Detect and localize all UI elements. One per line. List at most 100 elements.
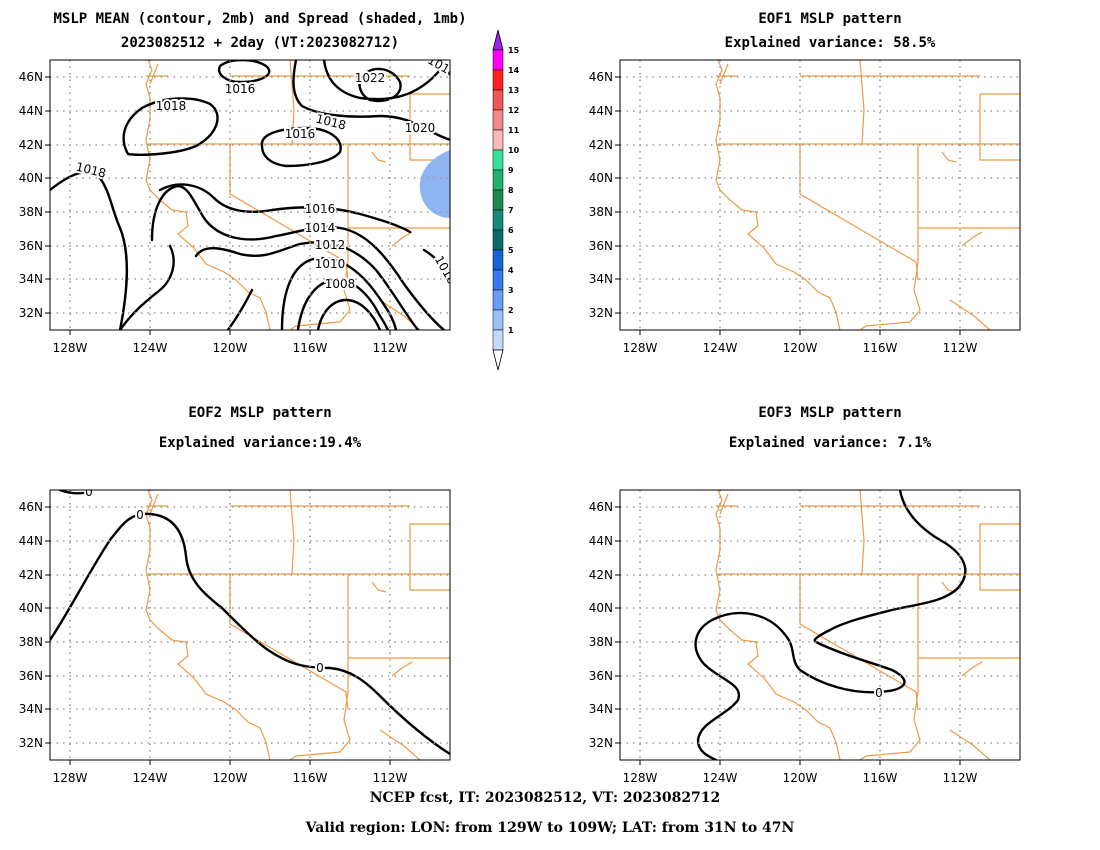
panel-3-title: EOF2 MSLP pattern bbox=[188, 405, 331, 421]
gridlines-2 bbox=[620, 60, 1020, 330]
lon-tick-label: 120W bbox=[783, 341, 818, 355]
contour-label: 1016 bbox=[285, 127, 316, 141]
lon-tick-label: 112W bbox=[373, 771, 408, 785]
lat-tick-label: 42N bbox=[589, 138, 613, 152]
lon-tick-label: 120W bbox=[783, 771, 818, 785]
gridlines-3 bbox=[50, 490, 450, 760]
lat-tick-label: 44N bbox=[19, 104, 43, 118]
lat-tick-label: 40N bbox=[589, 601, 613, 615]
lon-tick-label: 128W bbox=[623, 341, 658, 355]
lat-tick-label: 40N bbox=[589, 171, 613, 185]
lon-tick-label: 124W bbox=[703, 341, 738, 355]
colorbar-swatch bbox=[492, 229, 504, 251]
panel-1-title: MSLP MEAN (contour, 2mb) and Spread (sha… bbox=[53, 11, 466, 27]
colorbar-swatch bbox=[492, 309, 504, 331]
contour-label: 1018 bbox=[156, 99, 187, 113]
colorbar-swatch bbox=[492, 69, 504, 91]
colorbar-swatch bbox=[492, 149, 504, 171]
lat-tick-label: 46N bbox=[19, 70, 43, 84]
colorbar-swatch bbox=[492, 269, 504, 291]
gridlines-4 bbox=[620, 490, 1020, 760]
panel-4: EOF3 MSLP pattern Explained variance: 7.… bbox=[619, 405, 1021, 761]
contour-label: 1020 bbox=[405, 121, 436, 135]
axis-labels: 46N 44N 42N 40N 38N 36N 34N 32N 128W 124W 120W 116W… bbox=[19, 70, 978, 785]
lon-tick-label: 112W bbox=[373, 341, 408, 355]
lat-tick-label: 34N bbox=[589, 702, 613, 716]
footer-valid-region: Valid region: LON: from 129W to 109W; LA… bbox=[305, 820, 795, 836]
lon-tick-label: 124W bbox=[703, 771, 738, 785]
contour-label: 1014 bbox=[305, 221, 336, 235]
lat-tick-label: 36N bbox=[589, 669, 613, 683]
panel-4-subtitle: Explained variance: 7.1% bbox=[729, 435, 932, 451]
contour-label: 0 bbox=[136, 508, 144, 522]
lon-tick-label: 124W bbox=[133, 771, 168, 785]
colorbar-swatch bbox=[492, 129, 504, 151]
map-frame-2 bbox=[619, 59, 1021, 331]
lat-tick-label: 34N bbox=[19, 702, 43, 716]
contour-label: 1016 bbox=[432, 253, 459, 286]
lon-tick-label: 128W bbox=[53, 341, 88, 355]
colorbar-swatch bbox=[492, 189, 504, 211]
lat-tick-label: 44N bbox=[589, 104, 613, 118]
lon-tick-label: 124W bbox=[133, 341, 168, 355]
eof2-labels: 0 0 0 bbox=[83, 485, 326, 677]
lat-tick-label: 32N bbox=[19, 306, 43, 320]
colorbar-label: 9 bbox=[508, 166, 514, 175]
eof2-contours bbox=[50, 490, 450, 756]
colorbar-swatch bbox=[492, 169, 504, 191]
map-outline-4 bbox=[715, 490, 1020, 760]
lat-tick-label: 38N bbox=[19, 635, 43, 649]
lat-tick-label: 46N bbox=[589, 70, 613, 84]
colorbar-swatch bbox=[492, 249, 504, 271]
colorbar-label: 7 bbox=[508, 206, 514, 215]
lat-tick-label: 32N bbox=[19, 736, 43, 750]
lat-tick-label: 42N bbox=[19, 138, 43, 152]
map-frame-4 bbox=[619, 489, 1021, 761]
colorbar-swatch bbox=[492, 109, 504, 131]
colorbar-label: 3 bbox=[508, 286, 514, 295]
contour-label: 1016 bbox=[225, 82, 256, 96]
map-frame-3 bbox=[49, 489, 451, 761]
colorbar-label: 5 bbox=[508, 246, 514, 255]
contour-label: 1022 bbox=[355, 71, 386, 85]
contour-label: 0 bbox=[316, 661, 324, 675]
colorbar-label: 15 bbox=[508, 46, 520, 55]
lon-tick-label: 116W bbox=[293, 771, 328, 785]
lat-tick-label: 38N bbox=[589, 205, 613, 219]
contour-label: 0 bbox=[85, 485, 93, 499]
colorbar-label: 10 bbox=[508, 146, 520, 155]
spread-shading bbox=[419, 150, 450, 218]
colorbar-swatch bbox=[492, 289, 504, 311]
contour-label: 0 bbox=[875, 686, 883, 700]
colorbar-label: 13 bbox=[508, 86, 519, 95]
lat-tick-label: 40N bbox=[19, 601, 43, 615]
colorbar-label: 14 bbox=[508, 66, 520, 75]
mslp-contours bbox=[50, 60, 450, 330]
panel-3-subtitle: Explained variance:19.4% bbox=[159, 435, 362, 451]
colorbar-label: 6 bbox=[508, 226, 514, 235]
map-outline-3 bbox=[145, 490, 450, 760]
colorbar-swatch bbox=[492, 49, 504, 71]
panel-4-title: EOF3 MSLP pattern bbox=[758, 405, 901, 421]
lat-tick-label: 38N bbox=[19, 205, 43, 219]
lat-tick-label: 32N bbox=[589, 736, 613, 750]
colorbar-label: 4 bbox=[508, 266, 514, 275]
lon-tick-label: 120W bbox=[213, 341, 248, 355]
lat-tick-label: 36N bbox=[589, 239, 613, 253]
lat-tick-label: 44N bbox=[589, 534, 613, 548]
colorbar-swatch bbox=[492, 329, 504, 351]
colorbar-label: 1 bbox=[508, 326, 514, 335]
panel-2-subtitle: Explained variance: 58.5% bbox=[725, 35, 936, 51]
lat-tick-label: 34N bbox=[19, 272, 43, 286]
panel-1-subtitle: 2023082512 + 2day (VT:2023082712) bbox=[121, 35, 399, 51]
lat-tick-label: 34N bbox=[589, 272, 613, 286]
panel-2-title: EOF1 MSLP pattern bbox=[758, 11, 901, 27]
eof3-labels: 0 bbox=[873, 684, 885, 702]
map-outline-2 bbox=[715, 60, 1020, 330]
colorbar-swatch bbox=[492, 89, 504, 111]
colorbar-swatch bbox=[492, 209, 504, 231]
lat-tick-label: 44N bbox=[19, 534, 43, 548]
contour-label: 1012 bbox=[315, 238, 346, 252]
lon-tick-label: 120W bbox=[213, 771, 248, 785]
contour-label: 1010 bbox=[315, 257, 346, 271]
